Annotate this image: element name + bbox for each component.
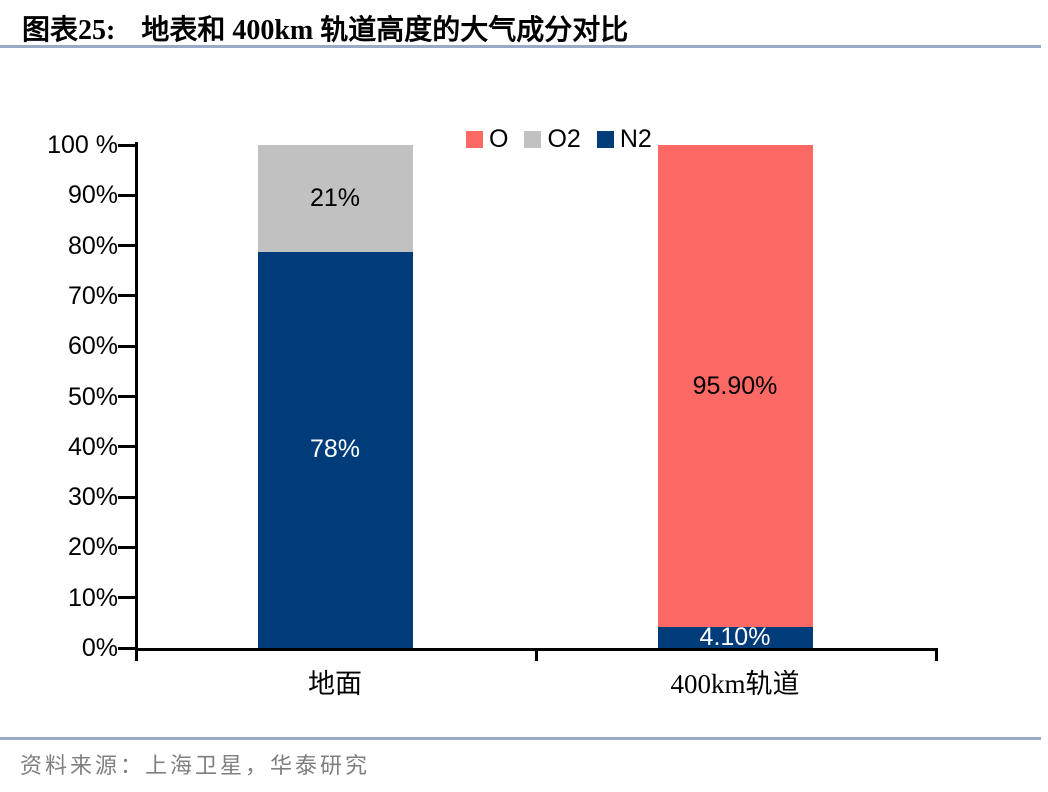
y-axis-tick-label: 40% xyxy=(67,432,118,461)
y-axis-tick xyxy=(118,193,135,197)
legend-item-n2: N2 xyxy=(596,125,652,153)
x-axis-tick xyxy=(135,648,138,661)
legend-swatch-icon xyxy=(466,131,483,148)
x-axis-category-label: 地面 xyxy=(308,669,362,699)
legend-label: N2 xyxy=(619,125,652,153)
legend-label: O2 xyxy=(547,125,581,153)
y-axis-tick-label: 0% xyxy=(81,634,118,662)
y-axis-tick-label: 50% xyxy=(67,382,118,411)
chart-legend: O O2 N2 xyxy=(466,125,652,153)
legend-swatch-icon xyxy=(524,131,542,148)
x-axis-tick xyxy=(935,648,938,661)
y-axis-tick-label: 90% xyxy=(67,181,118,210)
bar-segment-n2-0: 78% xyxy=(257,251,413,648)
legend-item-o2: O2 xyxy=(524,125,581,153)
y-axis-tick xyxy=(118,244,135,248)
footer-divider xyxy=(0,737,1041,740)
bar-segment-label: 21% xyxy=(309,183,361,212)
y-axis-tick xyxy=(118,646,135,650)
source-note: 资料来源：上海卫星，华泰研究 xyxy=(20,753,371,778)
y-axis-line xyxy=(135,142,138,651)
chart-title: 图表25: 地表和 400km 轨道高度的大气成分对比 xyxy=(22,8,628,48)
y-axis-tick-label: 10% xyxy=(67,583,118,612)
x-axis-tick xyxy=(535,648,538,661)
legend-swatch-icon xyxy=(596,131,614,148)
bar-segment-n2-1: 4.10% xyxy=(657,623,813,651)
y-axis-tick xyxy=(118,344,135,348)
y-axis-tick-label: 70% xyxy=(67,281,118,310)
y-axis-tick xyxy=(118,395,135,398)
chart-title-text: 地表和 400km 轨道高度的大气成分对比 xyxy=(141,15,629,46)
y-axis-tick xyxy=(118,545,135,549)
y-axis-tick xyxy=(118,294,135,298)
bar-segment-o-1: 95.90% xyxy=(657,145,813,628)
y-axis-tick-label: 100 % xyxy=(47,131,118,159)
y-axis-tick xyxy=(118,445,135,449)
bar-segment-o2-0: 21% xyxy=(257,145,413,252)
y-axis-tick xyxy=(118,495,135,499)
y-axis-tick-label: 20% xyxy=(67,533,118,562)
bar-segment-label: 78% xyxy=(309,435,361,464)
y-axis-tick-label: 80% xyxy=(67,231,118,260)
y-axis-tick xyxy=(118,143,135,147)
title-underline xyxy=(0,45,1041,48)
bar-segment-label: 4.10% xyxy=(699,623,771,652)
chart-title-index: 图表25: xyxy=(22,15,116,46)
y-axis-tick xyxy=(118,596,135,600)
bar-segment-label: 95.90% xyxy=(692,371,778,400)
legend-label: O xyxy=(489,125,509,153)
y-axis-tick-label: 60% xyxy=(67,332,118,361)
x-axis-category-label: 400km轨道 xyxy=(670,669,800,699)
legend-item-o: O xyxy=(466,125,509,153)
y-axis-tick-label: 30% xyxy=(67,483,118,512)
